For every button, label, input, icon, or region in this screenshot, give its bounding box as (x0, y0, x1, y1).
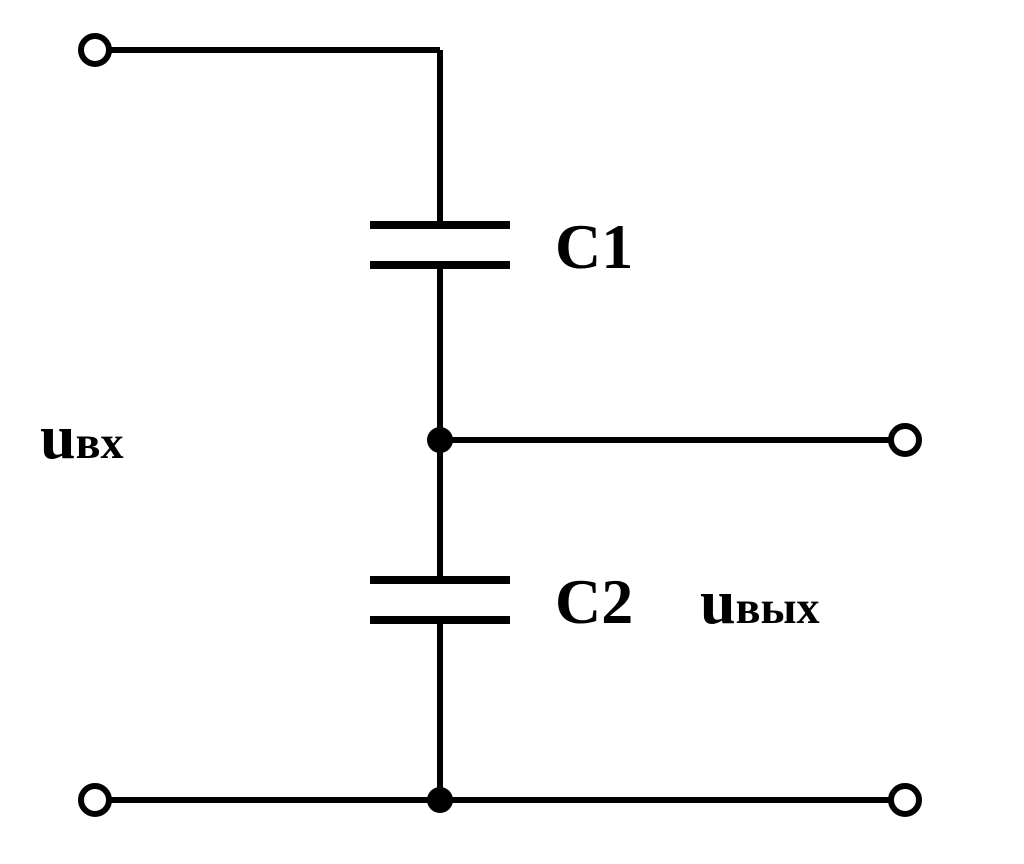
label-uin: uвх (40, 400, 124, 474)
circuit-diagram (0, 0, 1024, 864)
label-c1: C1 (555, 210, 633, 284)
label-uout: uвых (700, 565, 820, 639)
label-c2: C2 (555, 565, 633, 639)
